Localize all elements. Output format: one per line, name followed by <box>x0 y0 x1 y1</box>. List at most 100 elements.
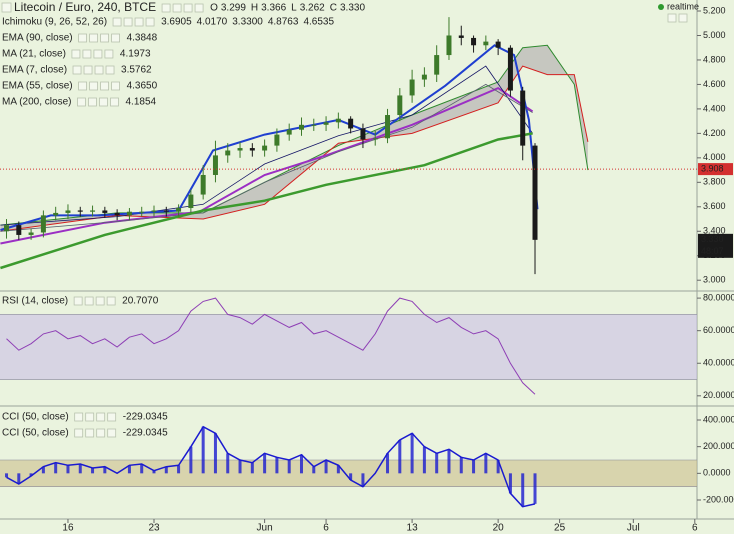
histogram-bar <box>422 446 426 474</box>
legend-button[interactable] <box>78 81 87 91</box>
histogram-bar <box>29 473 33 476</box>
histogram-bar <box>435 453 439 474</box>
legend-button[interactable] <box>111 81 120 91</box>
candle-body <box>65 210 71 213</box>
candle-body <box>385 115 391 139</box>
y-tick-label: 5.000 <box>703 30 726 40</box>
legend-button[interactable] <box>72 65 82 75</box>
legend-button[interactable] <box>89 81 98 91</box>
histogram-bar <box>54 462 58 474</box>
legend-value: 4.6535 <box>303 17 334 28</box>
price-line-tag <box>698 163 733 176</box>
legend-button[interactable] <box>84 296 94 306</box>
legend-button[interactable] <box>104 49 114 59</box>
legend-name: RSI (14, close) <box>2 296 68 307</box>
histogram-bar <box>472 460 476 474</box>
quote-value: 3.366 <box>261 3 286 14</box>
legend-button[interactable] <box>172 3 182 13</box>
legend-button[interactable] <box>95 296 105 306</box>
legend-button[interactable] <box>100 81 109 91</box>
chart-title: Litecoin / Euro, 240, BTCE <box>14 0 156 14</box>
x-tick-label: 6 <box>323 523 329 534</box>
legend-button[interactable] <box>96 428 106 438</box>
legend-button[interactable] <box>105 65 115 75</box>
legend-button[interactable] <box>194 3 204 13</box>
candle-body <box>323 122 329 125</box>
y-tick-label: 3.800 <box>703 177 726 187</box>
legend-button[interactable] <box>73 296 83 306</box>
candle-body <box>311 124 317 126</box>
candle-body <box>483 41 489 46</box>
histogram-bar <box>336 465 340 474</box>
legend-button[interactable] <box>77 97 86 107</box>
legend-button[interactable] <box>88 97 97 107</box>
quote-value: 3.262 <box>300 3 325 14</box>
legend-button[interactable] <box>71 49 81 59</box>
histogram-bar <box>459 457 463 474</box>
legend-button[interactable] <box>110 97 119 107</box>
legend-button[interactable] <box>93 49 103 59</box>
legend-button[interactable] <box>85 428 95 438</box>
countdown: 48:07 <box>701 246 724 256</box>
histogram-bar <box>213 433 217 474</box>
y-tick-label: 400.0000 <box>703 414 734 424</box>
histogram-bar <box>263 453 267 474</box>
legend-button[interactable] <box>78 33 87 43</box>
histogram-bar <box>349 473 353 480</box>
legend-button[interactable] <box>112 17 122 27</box>
moving-average-line <box>0 83 533 232</box>
histogram-bar <box>201 426 205 474</box>
legend-value: 4.1973 <box>120 49 151 60</box>
candle-body <box>90 210 96 212</box>
y-tick-label: -200.0000 <box>703 494 734 504</box>
candle-body <box>114 212 120 216</box>
legend-button[interactable] <box>74 428 84 438</box>
candle-body <box>188 194 194 209</box>
candle-body <box>4 225 10 232</box>
legend-button[interactable] <box>107 428 117 438</box>
quote-value: 3.299 <box>221 3 246 14</box>
legend-button[interactable] <box>85 412 95 422</box>
x-tick-label: 16 <box>62 523 74 534</box>
candle-body <box>495 41 501 48</box>
legend-value: 3.3300 <box>232 17 263 28</box>
legend-button[interactable] <box>183 3 193 13</box>
legend-button[interactable] <box>96 412 106 422</box>
legend-button[interactable] <box>82 49 92 59</box>
collapse-button[interactable] <box>1 2 12 13</box>
legend-button[interactable] <box>145 17 155 27</box>
icon-button[interactable] <box>667 13 677 23</box>
legend-button[interactable] <box>107 412 117 422</box>
legend-button[interactable] <box>83 65 93 75</box>
histogram-bar <box>386 453 390 474</box>
legend-value: 3.5762 <box>121 65 152 76</box>
histogram-bar <box>17 473 21 484</box>
legend-button[interactable] <box>100 33 109 43</box>
histogram-bar <box>508 473 512 494</box>
legend-button[interactable] <box>106 296 116 306</box>
legend-button[interactable] <box>123 17 133 27</box>
x-tick-label: 25 <box>554 523 566 534</box>
legend-button[interactable] <box>74 412 84 422</box>
candle-body <box>225 150 231 156</box>
histogram-bar <box>152 470 156 474</box>
legend-button[interactable] <box>161 3 171 13</box>
candle-body <box>139 211 145 213</box>
histogram-bar <box>398 440 402 474</box>
histogram-bar <box>410 433 414 474</box>
legend-button[interactable] <box>94 65 104 75</box>
histogram-bar <box>127 465 131 474</box>
candle-body <box>507 47 513 91</box>
candle-body <box>286 129 292 135</box>
histogram-bar <box>250 462 254 474</box>
x-tick-label: 6 <box>692 523 698 534</box>
legend-name: CCI (50, close) <box>2 428 69 439</box>
candle-body <box>126 211 132 216</box>
legend-button[interactable] <box>134 17 144 27</box>
icon-button[interactable] <box>678 13 688 23</box>
legend-button[interactable] <box>99 97 108 107</box>
legend-button[interactable] <box>111 33 120 43</box>
legend-button[interactable] <box>89 33 98 43</box>
candle-body <box>360 128 366 140</box>
